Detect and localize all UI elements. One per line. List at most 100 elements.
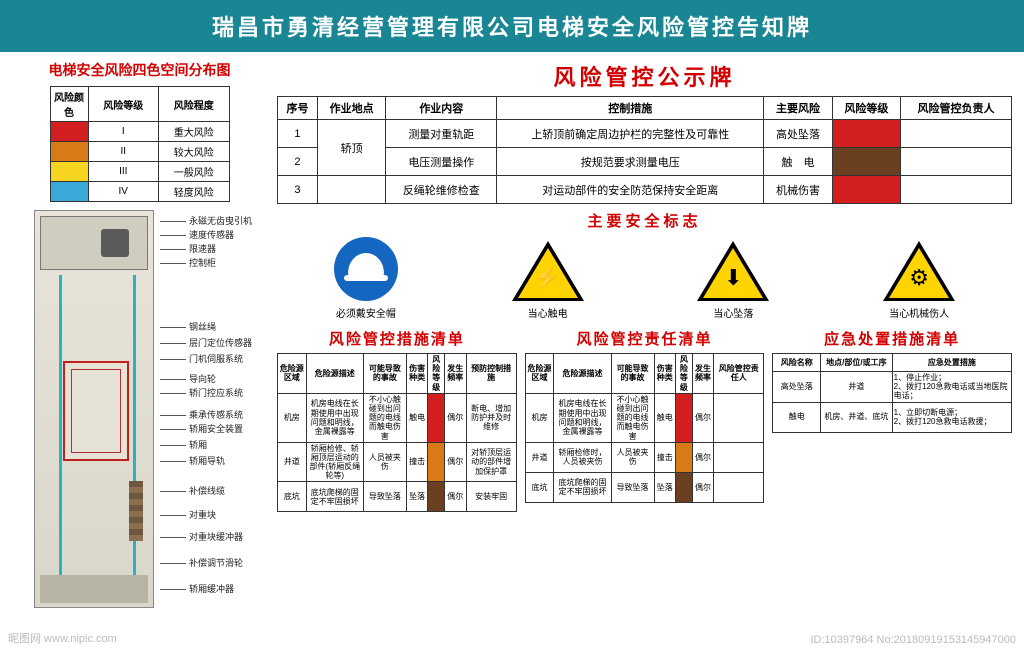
pub-cell: 电压测量操作 [386, 148, 497, 176]
risk-degree: 重大风险 [159, 122, 230, 142]
elevator-label: 门机伺服系统 [160, 352, 243, 365]
small-header: 预防控制措施 [466, 354, 516, 394]
small-cell [714, 472, 764, 502]
pub-header: 控制措施 [497, 97, 764, 120]
small-cell: 底坑 [525, 472, 554, 502]
helmet-sign-icon [334, 237, 398, 301]
pub-cell [901, 176, 1012, 204]
list-emergency: 应急处置措施清单 风险名称地点/部位/或工序应急处置措施 高处坠落井道1、停止作… [772, 328, 1012, 512]
pub-cell [317, 176, 385, 204]
small-header: 风险等级 [676, 354, 693, 394]
small-cell: 底坑爬梯的固定不牢固损坏 [554, 472, 611, 502]
small-cell: 机房 [525, 393, 554, 442]
pub-cell: 上轿顶前确定周边护栏的完整性及可靠性 [497, 120, 764, 148]
small-cell: 高处坠落 [773, 372, 821, 403]
small-header: 发生频率 [445, 354, 466, 394]
small-cell: 触电 [773, 402, 821, 432]
header-title: 瑞昌市勇清经营管理有限公司电梯安全风险管控告知牌 [212, 15, 812, 40]
small-header: 可能导致的事故 [363, 354, 406, 394]
elevator-diagram: 永磁无齿曳引机速度传感器限速器控制柜钢丝绳层门定位传感器门机伺服系统导向轮轿门控… [12, 210, 267, 610]
elevator-label: 导向轮 [160, 372, 216, 385]
risk-color-swatch [50, 122, 88, 142]
small-cell: 导致坠落 [363, 482, 406, 512]
small-cell: 撞击 [654, 442, 675, 472]
pub-header: 作业内容 [386, 97, 497, 120]
small-cell: 轿厢检修、轿厢顶层运动的部件(轿厢反绳轮等) [306, 442, 363, 482]
risk-degree: 一般风险 [159, 162, 230, 182]
small-cell: 偶尔 [445, 482, 466, 512]
safety-signs-title: 主要安全标志 [277, 210, 1012, 231]
pub-cell: 对运动部件的安全防范保持安全距离 [497, 176, 764, 204]
risk-color-swatch [50, 182, 88, 202]
pub-header: 风险管控负责人 [901, 97, 1012, 120]
right-column: 风险管控公示牌 序号作业地点作业内容控制措施主要风险风险等级风险管控负责人 1轿… [277, 60, 1012, 610]
small-cell: 机房、井道、底坑 [821, 402, 893, 432]
risk-color-swatch [50, 142, 88, 162]
guide-rail-right [133, 275, 136, 597]
elevator-label: 轿厢安全装置 [160, 422, 243, 435]
small-header: 危险源描述 [554, 354, 611, 394]
small-cell: 安装牢固 [466, 482, 516, 512]
small-cell: 偶尔 [692, 442, 713, 472]
publicity-table: 序号作业地点作业内容控制措施主要风险风险等级风险管控负责人 1轿顶测量对重轨距上… [277, 96, 1012, 204]
emergency-table: 风险名称地点/部位/或工序应急处置措施 高处坠落井道1、停止作业； 2、拨打12… [772, 353, 1012, 433]
risk-level: I [88, 122, 159, 142]
measures-table: 危险源区域危险源描述可能导致的事故伤害种类风险等级发生频率预防控制措施 机房机房… [277, 353, 517, 512]
small-cell: 井道 [821, 372, 893, 403]
pub-header: 序号 [278, 97, 318, 120]
small-cell: 井道 [278, 442, 307, 482]
small-cell: 轿厢检修时，人员被夹伤 [554, 442, 611, 472]
safety-sign: ⬇ 当心坠落 [697, 241, 769, 320]
safety-sign: ⚙当心机械伤人 [883, 241, 955, 320]
small-cell: 人员被夹伤 [611, 442, 654, 472]
list-title: 风险管控措施清单 [277, 328, 517, 349]
risk-level: II [88, 142, 159, 162]
elevator-label: 轿厢缓冲器 [160, 582, 234, 595]
elevator-label: 补偿调节滑轮 [160, 556, 243, 569]
small-cell [428, 482, 445, 512]
small-cell: 偶尔 [692, 472, 713, 502]
safety-sign-label: 必须戴安全帽 [334, 305, 398, 320]
elevator-label: 速度传感器 [160, 228, 234, 241]
small-cell: 机房 [278, 393, 307, 442]
small-cell: 触电 [406, 393, 427, 442]
risk-level: IV [88, 182, 159, 202]
pub-cell [901, 120, 1012, 148]
publicity-title: 风险管控公示牌 [277, 60, 1012, 92]
small-cell: 1、立即切断电源； 2、拨打120急救电话救援； [892, 402, 1011, 432]
pub-cell: 测量对重轨距 [386, 120, 497, 148]
elevator-label: 钢丝绳 [160, 320, 216, 333]
responsibility-table: 危险源区域危险源描述可能导致的事故伤害种类风险等级发生频率风险管控责任人 机房机… [525, 353, 765, 503]
elevator-label: 层门定位传感器 [160, 336, 252, 349]
small-cell [676, 472, 693, 502]
left-section-title: 电梯安全风险四色空间分布图 [12, 60, 267, 80]
small-header: 可能导致的事故 [611, 354, 654, 394]
small-header: 危险源描述 [306, 354, 363, 394]
pub-cell [832, 120, 900, 148]
elevator-label: 控制柜 [160, 256, 216, 269]
small-cell [428, 442, 445, 482]
elevator-label: 对重块 [160, 508, 216, 521]
main-area: 电梯安全风险四色空间分布图 风险颜色风险等级风险程度 I重大风险II较大风险II… [0, 52, 1024, 614]
watermark-left: 昵图网 www.nipic.com [8, 630, 117, 646]
small-header: 风险等级 [428, 354, 445, 394]
small-cell: 偶尔 [692, 393, 713, 442]
header-bar: 瑞昌市勇清经营管理有限公司电梯安全风险管控告知牌 [0, 0, 1024, 52]
warning-sign-icon: ⬇ [697, 241, 769, 301]
safety-sign-label: 当心触电 [512, 305, 584, 320]
list-responsibility: 风险管控责任清单 危险源区域危险源描述可能导致的事故伤害种类风险等级发生频率风险… [525, 328, 765, 512]
small-cell [714, 442, 764, 472]
risk-degree: 较大风险 [159, 142, 230, 162]
small-header: 地点/部位/或工序 [821, 354, 893, 372]
pub-header: 风险等级 [832, 97, 900, 120]
risk-degree: 轻度风险 [159, 182, 230, 202]
elevator-pit [40, 575, 148, 603]
fc-header: 风险程度 [159, 87, 230, 122]
safety-sign-label: 当心坠落 [697, 305, 769, 320]
elevator-label: 轿厢导轨 [160, 454, 225, 467]
list-title: 应急处置措施清单 [772, 328, 1012, 349]
warning-sign-icon: ⚡ [512, 241, 584, 301]
watermark-right: ID:10397964 No:20180919153145947000 [810, 634, 1016, 646]
pub-cell: 2 [278, 148, 318, 176]
elevator-car [63, 361, 129, 461]
